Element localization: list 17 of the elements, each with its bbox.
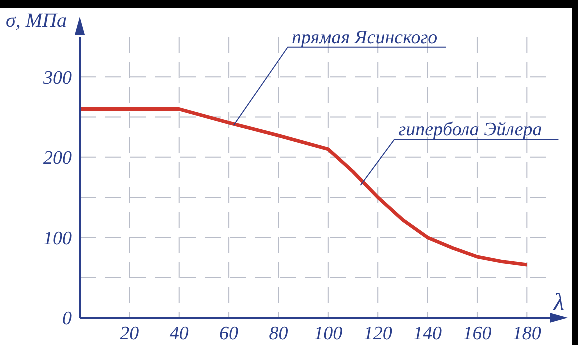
y-tick-label: 300	[42, 68, 72, 89]
y-tick-label: 200	[44, 148, 72, 170]
x-tick-label: 40	[170, 323, 190, 344]
x-axis-title: λ	[553, 290, 564, 316]
x-tick-label: 120	[364, 323, 393, 344]
x-tick-label: 80	[269, 323, 289, 344]
x-tick-label: 100	[314, 323, 344, 344]
x-tick-label: 20	[120, 323, 140, 344]
x-tick-label: 60	[220, 323, 240, 344]
x-tick-label: 180	[512, 323, 542, 344]
x-tick-label: 140	[414, 323, 443, 344]
y-tick-label: 100	[44, 228, 72, 250]
annotation: гипербола Эйлера	[398, 120, 542, 141]
y-axis-title: σ, МПа	[6, 10, 67, 32]
x-tick-label: 160	[463, 323, 492, 344]
annotation: прямая Ясинского	[292, 27, 438, 48]
y-tick-label: 0	[62, 308, 72, 330]
